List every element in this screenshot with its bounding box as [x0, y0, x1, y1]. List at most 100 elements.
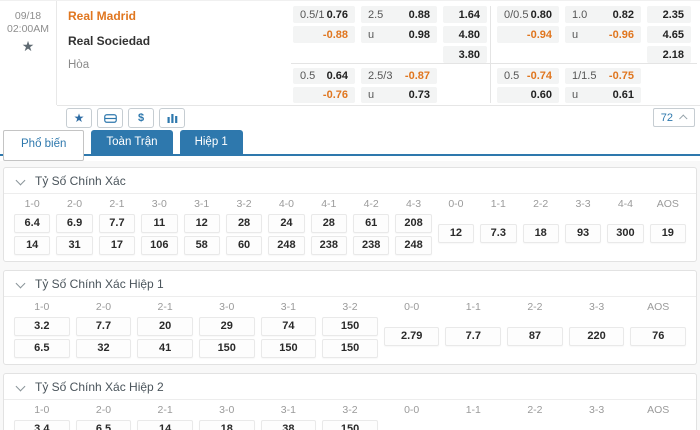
score-label: 2-1	[157, 301, 173, 313]
home-team[interactable]: Real Madrid	[68, 9, 137, 23]
bar-chart-icon	[167, 114, 177, 123]
odds-cell[interactable]: 150	[322, 339, 378, 358]
odds-cell[interactable]: 6.4	[14, 214, 51, 233]
odds-cell[interactable]: 17	[98, 236, 136, 255]
handicap-cell[interactable]: 0/0.5 0.80	[497, 6, 559, 23]
tab-full-match[interactable]: Toàn Trận	[91, 130, 173, 154]
handicap-cell[interactable]: 0.5/1 0.76	[293, 6, 355, 23]
score-column: 2-0 6.9 31	[56, 198, 93, 255]
handicap-cell[interactable]: -0.94	[497, 26, 559, 43]
dollar-button[interactable]: $	[128, 108, 154, 128]
odds-cell[interactable]: 6.5	[75, 420, 132, 430]
odds-cell[interactable]: 6.5	[14, 339, 70, 358]
odds-cell[interactable]: 248	[268, 236, 305, 255]
odds-cell[interactable]: 2.79	[383, 327, 440, 346]
odds-cell[interactable]: 28	[225, 214, 263, 233]
odds-cell[interactable]: 41	[137, 339, 193, 358]
odds-cell[interactable]: 61	[353, 214, 390, 233]
odds-cell[interactable]: 7.3	[480, 224, 517, 243]
odds-cell[interactable]: 11	[141, 214, 178, 233]
coins-button[interactable]	[97, 108, 123, 128]
odds-cell[interactable]: 3.4	[14, 420, 70, 430]
odds-cell[interactable]: 12	[437, 224, 475, 243]
odds-cell[interactable]: 3.2	[14, 317, 70, 336]
odds-cell[interactable]: 93	[564, 224, 602, 243]
odds-cell[interactable]: 7.7	[98, 214, 136, 233]
odds-cell[interactable]: 87	[507, 327, 563, 346]
handicap-cell[interactable]: 0.5 -0.74	[497, 68, 559, 84]
market-count-toggle[interactable]: 72	[652, 108, 695, 127]
odds-cell[interactable]: 74	[260, 317, 317, 336]
odds-cell[interactable]: 60	[225, 236, 263, 255]
score-column: 3-3150	[569, 404, 625, 430]
odds-cell[interactable]: 300	[607, 224, 644, 243]
over-under-cell[interactable]: 2.5 0.88	[361, 6, 437, 23]
odds-cell[interactable]: 14	[137, 420, 193, 430]
handicap-cell[interactable]: 0.60	[497, 87, 559, 103]
odds-cell[interactable]: 28	[310, 214, 347, 233]
over-under-cell[interactable]: 1/1.5 -0.75	[565, 68, 641, 84]
odds-cell[interactable]: 32	[75, 339, 132, 358]
score-column: 2-249	[507, 404, 563, 430]
tab-half-1[interactable]: Hiệp 1	[179, 130, 243, 154]
1x2-cell[interactable]: 2.18	[647, 46, 691, 63]
match-row: 09/18 02:00AM ★ Real Madrid Real Socieda…	[0, 0, 700, 130]
odds-cell[interactable]: 238	[310, 236, 347, 255]
odds-cell[interactable]: 24	[268, 214, 305, 233]
score-label: 3-3	[588, 301, 605, 313]
odds-cell[interactable]: 7.7	[75, 317, 132, 336]
over-under-cell[interactable]: 2.5/3 -0.87	[361, 68, 437, 84]
odds-cell[interactable]: 12	[183, 214, 220, 233]
odds-cell[interactable]: 31	[56, 236, 93, 255]
score-label: 3-0	[219, 404, 235, 416]
favorite-star-button[interactable]: ★	[66, 108, 92, 128]
1x2-cell[interactable]: 3.80	[443, 46, 487, 63]
odds-cell[interactable]: 38	[260, 420, 317, 430]
odds-cell[interactable]: 150	[198, 339, 255, 358]
tab-popular[interactable]: Phổ biến	[3, 130, 85, 161]
odds-cell[interactable]: 6.9	[56, 214, 93, 233]
odds-cell[interactable]: 18	[522, 224, 559, 243]
odds-cell[interactable]: 19	[649, 224, 686, 243]
section-correct-score-half1: Tỷ Số Chính Xác Hiệp 1 1-0 3.2 6.5 2-0 7.7 32…	[3, 270, 697, 365]
odds-cell[interactable]: 220	[568, 327, 625, 346]
score-label: AOS	[647, 301, 670, 313]
odds-cell[interactable]: 58	[183, 236, 220, 255]
odds-cell[interactable]: 208	[395, 214, 432, 233]
odds-cell[interactable]: 18	[198, 420, 255, 430]
odds-cell[interactable]: 7.7	[445, 327, 502, 346]
odds-cell[interactable]: 150	[322, 317, 378, 336]
over-under-cell[interactable]: u 0.98	[361, 26, 437, 43]
section-header[interactable]: Tỷ Số Chính Xác Hiệp 1	[4, 271, 696, 297]
chevron-down-icon	[15, 381, 26, 391]
favorite-star-icon[interactable]: ★	[21, 38, 35, 54]
away-team[interactable]: Real Sociedad	[68, 34, 151, 48]
odds-cell[interactable]: 14	[14, 236, 51, 255]
1x2-cell[interactable]: 1.64	[443, 6, 487, 23]
over-under-cell[interactable]: u 0.61	[565, 87, 641, 103]
1x2-cell[interactable]: 2.35	[647, 6, 691, 23]
team-names[interactable]: Real Madrid Real Sociedad Hòa	[68, 9, 150, 71]
over-under-cell[interactable]: u -0.96	[565, 26, 641, 43]
stats-button[interactable]	[159, 108, 185, 128]
odds-cell[interactable]: 150	[322, 420, 378, 430]
1x2-cell[interactable]: 4.65	[647, 26, 691, 43]
handicap-cell[interactable]: -0.76	[293, 87, 355, 103]
handicap-cell[interactable]: 0.5 0.64	[293, 68, 355, 84]
handicap-cell[interactable]: -0.88	[293, 26, 355, 43]
1x2-cell[interactable]: 4.80	[443, 26, 487, 43]
odds-cell[interactable]: 76	[630, 327, 687, 346]
score-label: 4-3	[405, 198, 422, 210]
odds-cell[interactable]: 29	[198, 317, 255, 336]
odds-cell[interactable]: 20	[137, 317, 193, 336]
odds-cell[interactable]: 150	[260, 339, 317, 358]
odds-cell[interactable]: 238	[353, 236, 390, 255]
odds-cell[interactable]: 248	[395, 236, 432, 255]
over-under-cell[interactable]: 1.0 0.82	[565, 6, 641, 23]
odds-cell[interactable]: 106	[141, 236, 178, 255]
score-label: 1-1	[465, 404, 481, 416]
over-under-cell[interactable]: u 0.73	[361, 87, 437, 103]
section-header[interactable]: Tỷ Số Chính Xác Hiệp 2	[4, 374, 696, 400]
score-column: 2-11430	[137, 404, 193, 430]
section-header[interactable]: Tỷ Số Chính Xác	[4, 168, 696, 194]
